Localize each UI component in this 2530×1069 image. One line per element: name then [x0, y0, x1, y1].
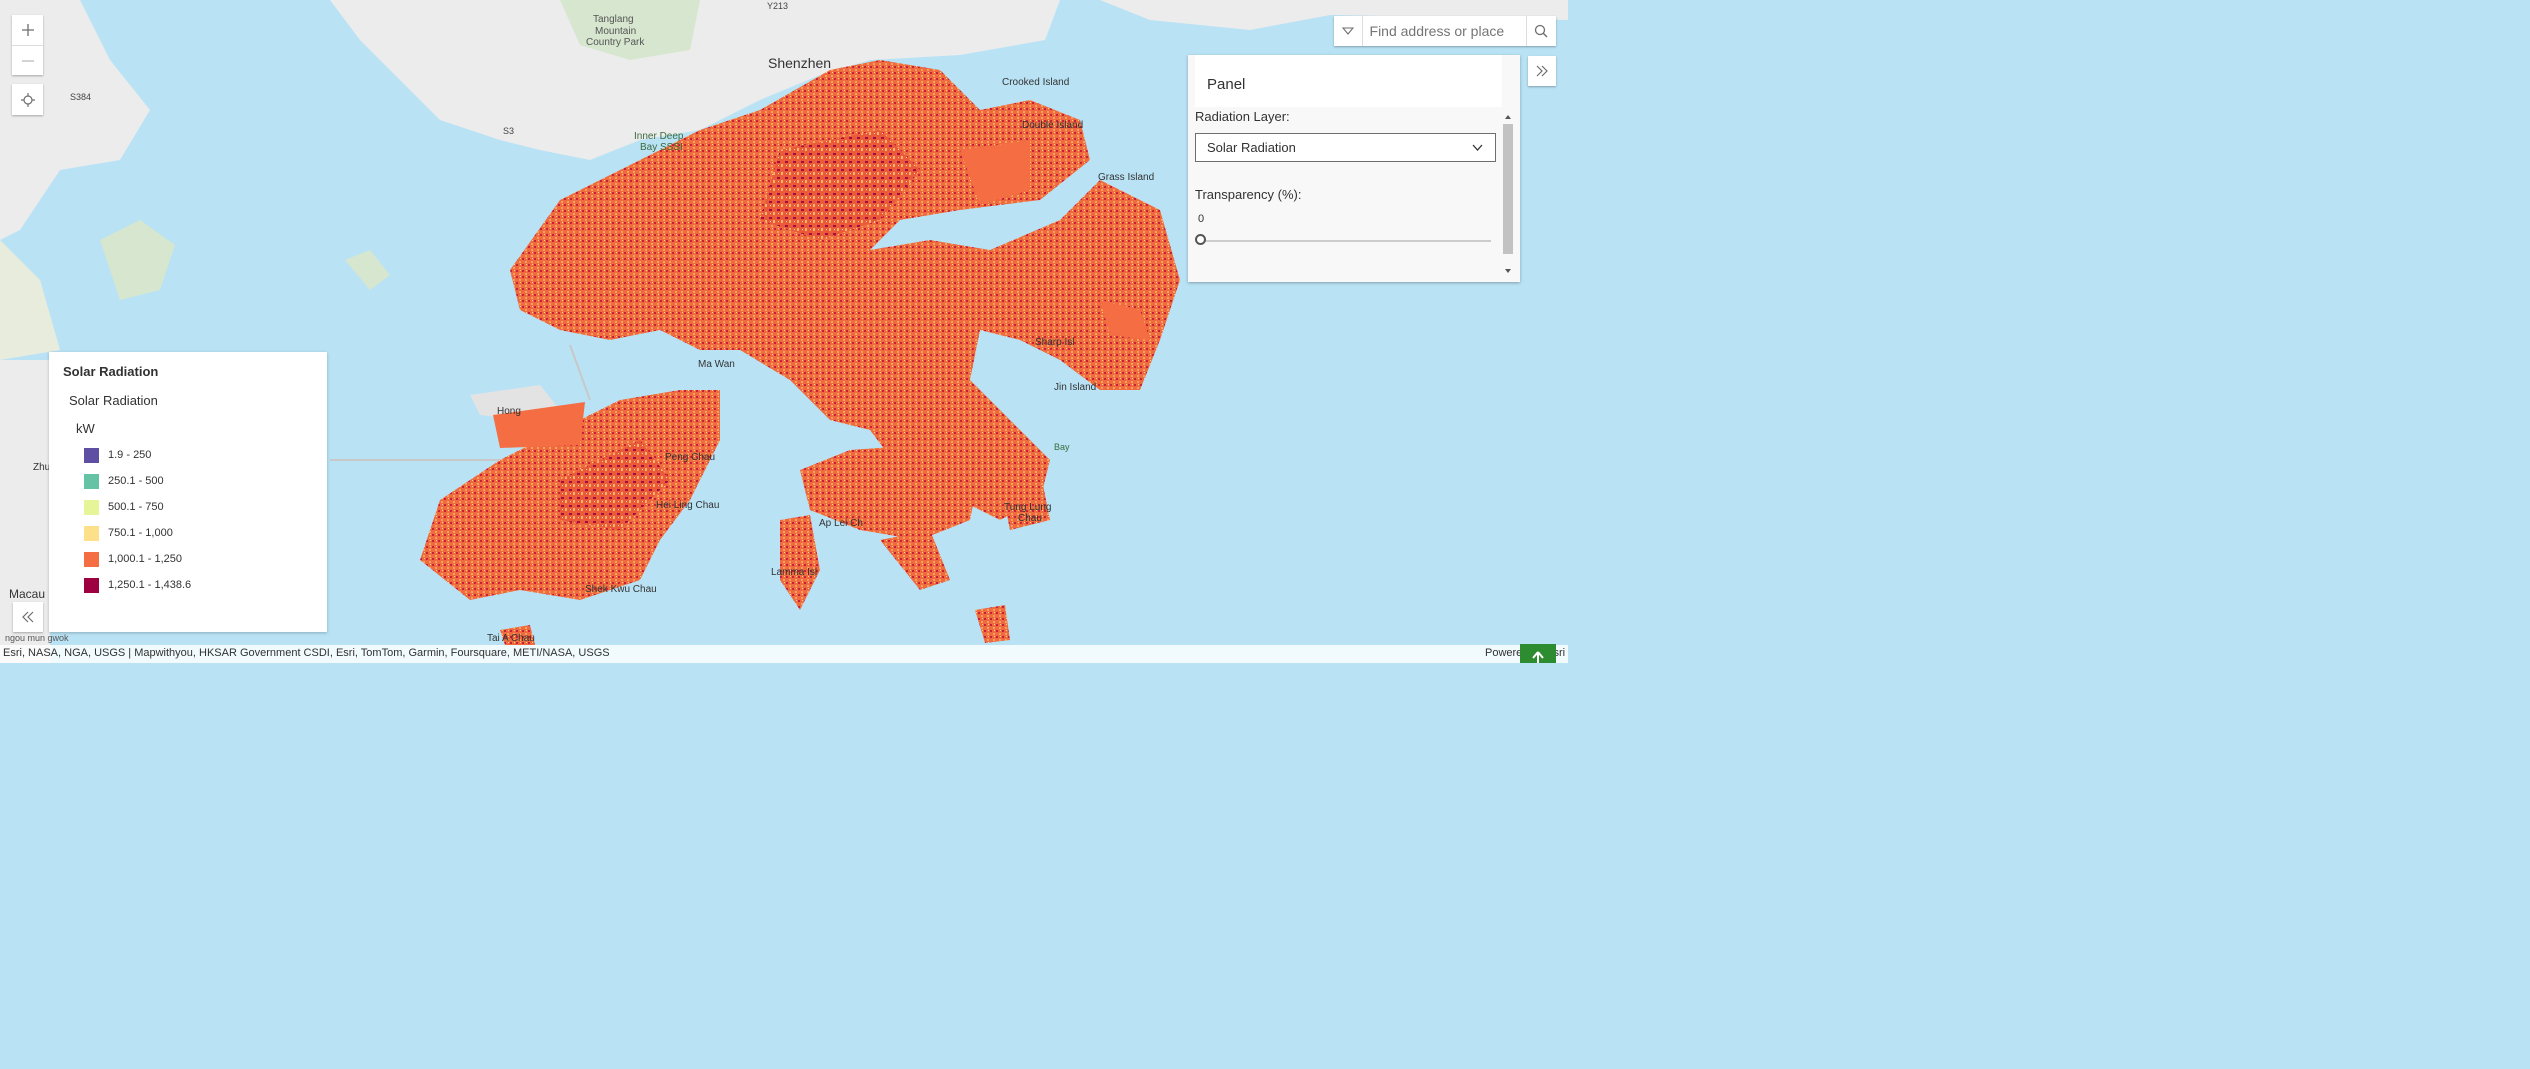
label-bay: Bay — [1054, 442, 1070, 452]
radiation-layer-label: Radiation Layer: — [1195, 109, 1290, 124]
legend-swatch — [84, 499, 99, 515]
chevron-down-icon — [1472, 144, 1483, 151]
label-ma-wan: Ma Wan — [698, 359, 735, 370]
label-ngou-mun-gwok: ngou mun gwok — [5, 633, 69, 643]
label-peng-chau: Peng Chau — [665, 452, 715, 463]
scroll-down-icon — [1505, 269, 1511, 273]
scroll-thumb[interactable] — [1503, 124, 1513, 254]
label-hong: Hong — [497, 406, 521, 417]
label-inner-deep: Inner Deep — [634, 131, 684, 142]
search-icon — [1535, 24, 1548, 38]
legend-collapse-button[interactable] — [13, 602, 43, 632]
search-input[interactable] — [1362, 22, 1526, 40]
legend-item: 1.9 - 250 — [84, 447, 151, 463]
label-bay-sssi: Bay SSSI — [640, 142, 683, 153]
transparency-slider-thumb[interactable] — [1195, 234, 1206, 245]
legend-unit: kW — [76, 421, 95, 436]
plus-icon — [21, 24, 34, 36]
legend-item: 1,000.1 - 1,250 — [84, 551, 182, 567]
caret-down-icon — [1341, 27, 1354, 35]
panel-body: Radiation Layer: Solar Radiation Transpa… — [1188, 107, 1502, 277]
legend-item: 500.1 - 750 — [84, 499, 164, 515]
legend-swatch — [84, 551, 99, 567]
locate-button[interactable] — [12, 84, 43, 115]
legend-item: 1,250.1 - 1,438.6 — [84, 577, 191, 593]
legend-swatch — [84, 447, 99, 463]
label-crooked-island: Crooked Island — [1002, 77, 1069, 88]
search-widget — [1334, 16, 1556, 46]
label-macau: Macau — [9, 587, 45, 601]
label-hei-ling-chau: Hei Ling Chau — [656, 500, 719, 511]
scroll-top-button[interactable] — [1520, 644, 1556, 663]
radiation-panel: Panel Radiation Layer: Solar Radiation T… — [1188, 55, 1520, 282]
label-ap-lei-chau: Ap Lei Ch — [819, 518, 863, 529]
zoom-out-button[interactable] — [12, 45, 43, 76]
minus-icon — [21, 60, 34, 62]
radiation-layer-select[interactable]: Solar Radiation — [1195, 133, 1496, 162]
legend-title: Solar Radiation — [63, 364, 159, 379]
panel-scrollbar[interactable] — [1502, 110, 1514, 276]
mainland-landmass — [330, 0, 1060, 160]
label-tung-lung: Tung Lung — [1004, 502, 1051, 513]
label-tai-a-chau: Tai A Chau — [487, 633, 535, 644]
legend-item-label: 1,250.1 - 1,438.6 — [108, 579, 192, 591]
locate-icon — [20, 92, 35, 107]
legend-panel: Solar Radiation Solar Radiation kW 1.9 -… — [49, 352, 327, 632]
label-sharp-island: Sharp Isl — [1035, 337, 1074, 348]
zoom-controls — [12, 15, 43, 75]
legend-item-label: 500.1 - 750 — [108, 501, 164, 513]
legend-item: 250.1 - 500 — [84, 473, 164, 489]
search-source-dropdown[interactable] — [1334, 16, 1363, 46]
legend-layer-name: Solar Radiation — [69, 393, 158, 408]
label-tung-lung-2: Chau — [1018, 513, 1042, 524]
label-lamma-island: Lamma Isl — [771, 567, 817, 578]
transparency-value: 0 — [1198, 213, 1205, 225]
zoom-in-button[interactable] — [12, 15, 43, 45]
label-mountain: Mountain — [595, 26, 636, 37]
double-chevron-right-icon — [1536, 65, 1548, 77]
label-zhuhai: Zhu — [33, 462, 50, 473]
label-s384: S384 — [70, 92, 91, 102]
legend-item-label: 250.1 - 500 — [108, 475, 164, 487]
search-button[interactable] — [1525, 16, 1556, 46]
legend-item-label: 1,000.1 - 1,250 — [108, 553, 183, 565]
label-grass-island: Grass Island — [1098, 172, 1154, 183]
legend-item: 750.1 - 1,000 — [84, 525, 173, 541]
legend-swatch — [84, 473, 99, 489]
label-double-island: Double Island — [1022, 120, 1083, 131]
label-country-park: Country Park — [586, 37, 645, 48]
label-tanglang: Tanglang — [593, 14, 634, 25]
attribution-bar: Esri, NASA, NGA, USGS | Mapwithyou, HKSA… — [0, 645, 1568, 663]
hk-island-raster — [800, 445, 980, 540]
panel-header: Panel — [1195, 55, 1502, 107]
double-chevron-left-icon — [22, 611, 34, 623]
radiation-layer-value: Solar Radiation — [1207, 140, 1296, 155]
legend-swatch — [84, 577, 99, 593]
legend-item-label: 750.1 - 1,000 — [108, 527, 173, 539]
legend-item-label: 1.9 - 250 — [108, 449, 152, 461]
panel-title: Panel — [1207, 76, 1246, 93]
label-shenzhen: Shenzhen — [768, 55, 831, 71]
attribution-sources: Esri, NASA, NGA, USGS | Mapwithyou, HKSA… — [3, 647, 610, 659]
arrow-up-icon — [1532, 651, 1544, 663]
label-jin-island: Jin Island — [1054, 382, 1096, 393]
label-s3: S3 — [503, 126, 514, 136]
scroll-up-icon — [1505, 115, 1511, 119]
panel-collapse-button[interactable] — [1528, 56, 1556, 86]
label-shek-kwu-chau: Shek Kwu Chau — [585, 584, 657, 595]
transparency-label: Transparency (%): — [1195, 187, 1302, 202]
label-y213: Y213 — [767, 1, 788, 11]
transparency-slider-track[interactable] — [1202, 240, 1491, 242]
legend-swatch — [84, 525, 99, 541]
